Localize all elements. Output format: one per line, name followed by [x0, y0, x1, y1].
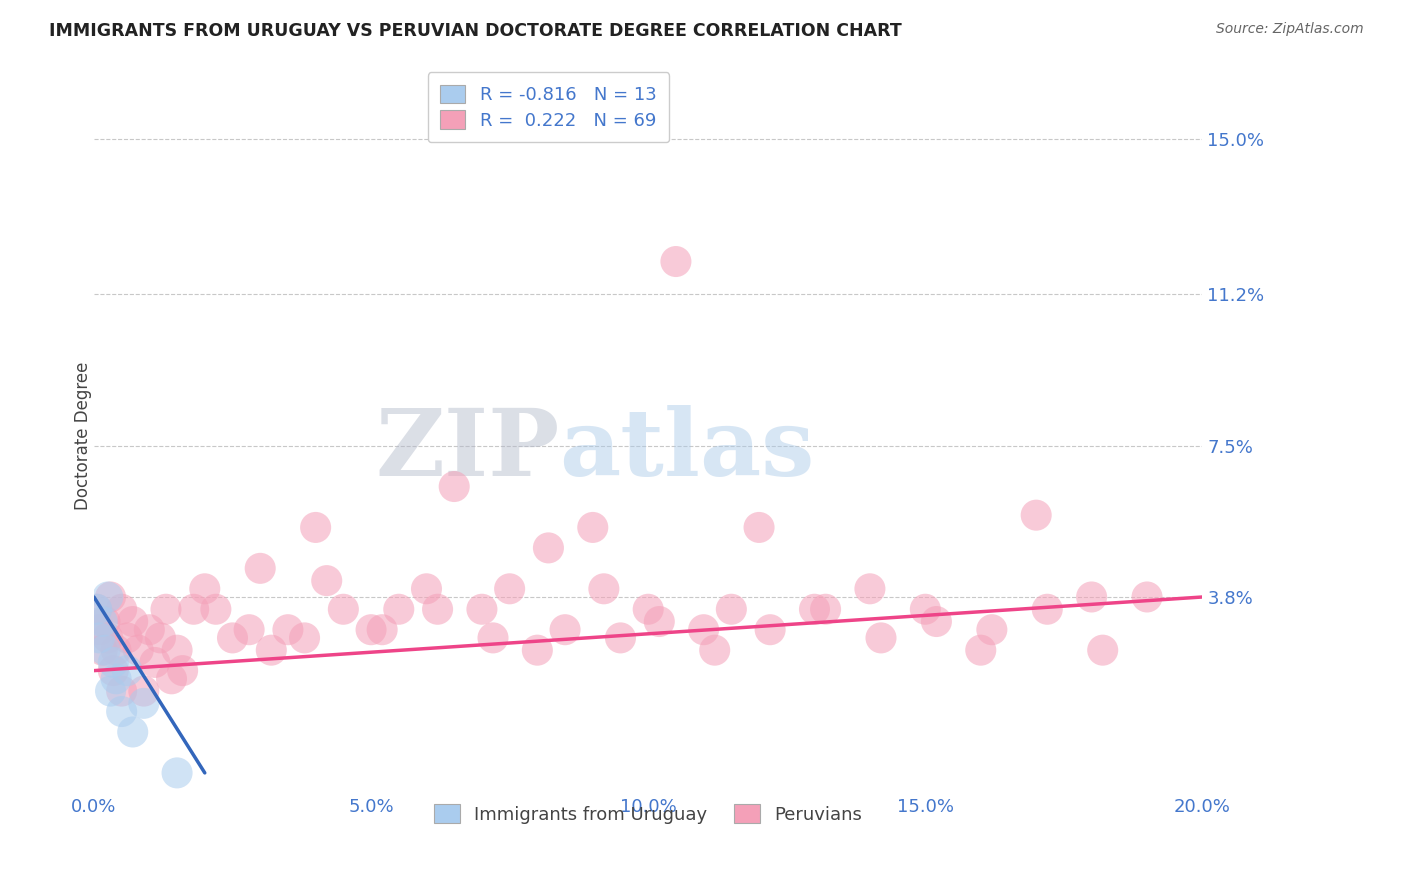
Point: [172, 664, 194, 678]
Point: [870, 631, 893, 645]
Point: [759, 623, 782, 637]
Point: [970, 643, 993, 657]
Point: [315, 574, 337, 588]
Point: [155, 602, 177, 616]
Point: [143, 656, 166, 670]
Point: [471, 602, 494, 616]
Point: [105, 672, 128, 686]
Point: [914, 602, 936, 616]
Point: [221, 631, 243, 645]
Point: [703, 643, 725, 657]
Point: [426, 602, 449, 616]
Point: [132, 684, 155, 698]
Point: [132, 697, 155, 711]
Point: [371, 623, 394, 637]
Point: [554, 623, 576, 637]
Point: [415, 582, 437, 596]
Point: [89, 631, 111, 645]
Text: IMMIGRANTS FROM URUGUAY VS PERUVIAN DOCTORATE DEGREE CORRELATION CHART: IMMIGRANTS FROM URUGUAY VS PERUVIAN DOCT…: [49, 22, 903, 40]
Point: [1091, 643, 1114, 657]
Point: [304, 520, 326, 534]
Point: [720, 602, 742, 616]
Point: [94, 643, 117, 657]
Point: [443, 479, 465, 493]
Point: [138, 623, 160, 637]
Point: [94, 615, 117, 629]
Point: [100, 590, 122, 604]
Point: [609, 631, 631, 645]
Point: [183, 602, 205, 616]
Point: [592, 582, 614, 596]
Point: [748, 520, 770, 534]
Point: [111, 705, 134, 719]
Point: [1036, 602, 1059, 616]
Point: [692, 623, 714, 637]
Point: [260, 643, 283, 657]
Point: [149, 631, 172, 645]
Point: [86, 602, 108, 616]
Point: [388, 602, 411, 616]
Point: [205, 602, 228, 616]
Point: [91, 615, 114, 629]
Point: [86, 602, 108, 616]
Point: [100, 684, 122, 698]
Point: [582, 520, 605, 534]
Point: [665, 254, 688, 268]
Point: [498, 582, 520, 596]
Point: [91, 643, 114, 657]
Point: [89, 623, 111, 637]
Point: [1080, 590, 1102, 604]
Point: [194, 582, 217, 596]
Point: [97, 631, 120, 645]
Point: [115, 631, 138, 645]
Point: [103, 656, 125, 670]
Point: [105, 643, 128, 657]
Legend: Immigrants from Uruguay, Peruvians: Immigrants from Uruguay, Peruvians: [423, 793, 873, 834]
Point: [238, 623, 260, 637]
Point: [526, 643, 548, 657]
Y-axis label: Doctorate Degree: Doctorate Degree: [75, 361, 91, 509]
Point: [648, 615, 671, 629]
Point: [637, 602, 659, 616]
Point: [980, 623, 1002, 637]
Point: [127, 643, 149, 657]
Text: ZIP: ZIP: [375, 405, 560, 495]
Point: [115, 664, 138, 678]
Point: [859, 582, 882, 596]
Text: atlas: atlas: [560, 405, 815, 495]
Point: [111, 602, 134, 616]
Point: [160, 672, 183, 686]
Point: [294, 631, 316, 645]
Point: [1025, 508, 1047, 523]
Point: [814, 602, 837, 616]
Point: [249, 561, 271, 575]
Point: [111, 684, 134, 698]
Point: [166, 765, 188, 780]
Point: [1136, 590, 1159, 604]
Point: [482, 631, 505, 645]
Point: [277, 623, 299, 637]
Point: [166, 643, 188, 657]
Point: [537, 541, 560, 555]
Point: [332, 602, 354, 616]
Text: Source: ZipAtlas.com: Source: ZipAtlas.com: [1216, 22, 1364, 37]
Point: [803, 602, 825, 616]
Point: [121, 725, 143, 739]
Point: [925, 615, 948, 629]
Point: [97, 590, 120, 604]
Point: [360, 623, 382, 637]
Point: [121, 615, 143, 629]
Point: [103, 664, 125, 678]
